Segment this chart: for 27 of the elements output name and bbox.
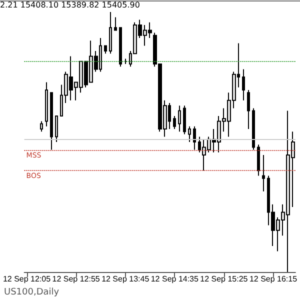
candlestick	[119, 27, 122, 68]
x-tick-label: 12 Sep 16:15	[249, 274, 298, 284]
text: 2.21 15408.10 15389.82 15405.90	[0, 0, 140, 10]
candlestick	[193, 126, 196, 150]
candlestick	[173, 116, 176, 130]
candlestick	[55, 116, 58, 142]
x-tick-label: 12 Sep 15:25	[200, 274, 248, 284]
x-tick-label: 12 Sep 13:45	[102, 274, 150, 284]
candlestick	[188, 126, 191, 142]
candlestick	[45, 82, 48, 127]
candlestick	[40, 120, 43, 132]
candlestick	[257, 144, 260, 176]
candlestick	[104, 45, 107, 54]
candlestick	[50, 92, 53, 150]
candlestick	[262, 154, 265, 192]
candlestick	[109, 12, 112, 54]
candlestick	[183, 105, 186, 135]
candlestick	[124, 58, 127, 64]
x-tick-label: 12 Sep 14:35	[150, 274, 199, 284]
candlestick	[247, 90, 250, 130]
candlestick	[242, 68, 245, 101]
x-tick-label: 12 Sep 12:55	[52, 274, 100, 284]
candlestick	[252, 108, 255, 150]
x-tick-label: 12 Sep 12:05	[2, 274, 52, 284]
text: US100,Daily	[4, 288, 60, 298]
candlestick	[178, 105, 181, 132]
candlestick	[114, 16, 117, 31]
